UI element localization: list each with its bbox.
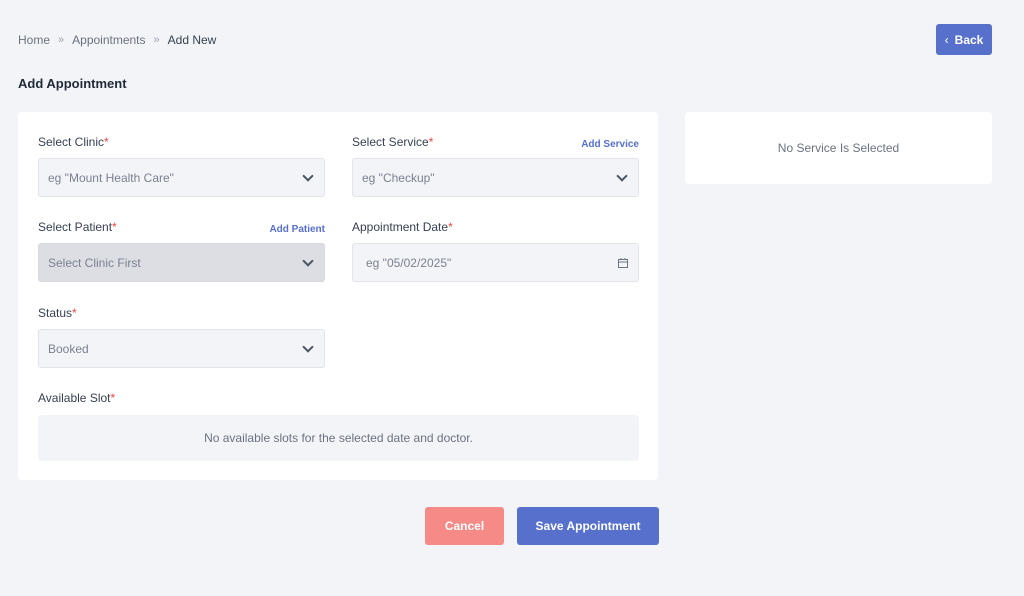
date-label: Appointment Date*	[352, 220, 453, 234]
clinic-select[interactable]: eg "Mount Health Care"	[38, 158, 325, 197]
patient-label: Select Patient*	[38, 220, 117, 234]
required-marker: *	[428, 135, 434, 149]
add-patient-link[interactable]: Add Patient	[269, 224, 325, 235]
status-select[interactable]: Booked	[38, 329, 325, 368]
cancel-button[interactable]: Cancel	[425, 507, 504, 545]
save-appointment-button[interactable]: Save Appointment	[517, 507, 659, 545]
patient-select[interactable]: Select Clinic First	[38, 243, 325, 282]
breadcrumb-current: Add New	[167, 33, 217, 47]
service-select[interactable]: eg "Checkup"	[352, 158, 639, 197]
chevron-down-icon	[302, 340, 314, 353]
status-label: Status*	[38, 306, 77, 320]
status-value: Booked	[48, 341, 89, 356]
patient-label-text: Select Patient	[38, 220, 113, 234]
appointment-date-input[interactable]: eg "05/02/2025"	[352, 243, 639, 282]
available-slots-box: No available slots for the selected date…	[38, 415, 639, 461]
date-placeholder: eg "05/02/2025"	[366, 255, 452, 270]
back-label: Back	[954, 32, 984, 47]
chevron-down-icon	[302, 169, 314, 182]
calendar-icon	[618, 257, 628, 268]
clinic-placeholder: eg "Mount Health Care"	[48, 170, 174, 185]
service-label: Select Service*	[352, 135, 433, 149]
required-marker: *	[112, 220, 117, 234]
selected-service-panel: No Service Is Selected	[685, 112, 992, 184]
add-service-link[interactable]: Add Service	[581, 139, 639, 150]
back-button[interactable]: ‹ Back	[936, 24, 992, 55]
chevron-down-icon	[616, 169, 628, 182]
service-placeholder: eg "Checkup"	[362, 170, 435, 185]
no-slots-message: No available slots for the selected date…	[204, 431, 473, 445]
chevron-left-icon: ‹	[944, 32, 949, 47]
slot-label: Available Slot*	[38, 391, 115, 405]
breadcrumb-appointments[interactable]: Appointments	[72, 33, 146, 47]
patient-placeholder: Select Clinic First	[48, 255, 141, 270]
required-marker: *	[110, 391, 116, 405]
service-label-text: Select Service	[352, 135, 429, 149]
breadcrumb-separator-icon: »	[58, 34, 65, 46]
clinic-label-text: Select Clinic	[38, 135, 105, 149]
clinic-label: Select Clinic*	[38, 135, 109, 149]
required-marker: *	[104, 135, 109, 149]
status-label-text: Status	[38, 306, 73, 320]
required-marker: *	[72, 306, 77, 320]
required-marker: *	[448, 220, 453, 234]
breadcrumb-home[interactable]: Home	[18, 33, 51, 47]
page-title: Add Appointment	[18, 76, 127, 91]
no-service-message: No Service Is Selected	[777, 141, 900, 155]
slot-label-text: Available Slot	[38, 391, 111, 405]
breadcrumb: Home » Appointments » Add New	[18, 33, 216, 47]
breadcrumb-separator-icon: »	[153, 34, 160, 46]
date-label-text: Appointment Date	[352, 220, 449, 234]
chevron-down-icon	[302, 254, 314, 267]
